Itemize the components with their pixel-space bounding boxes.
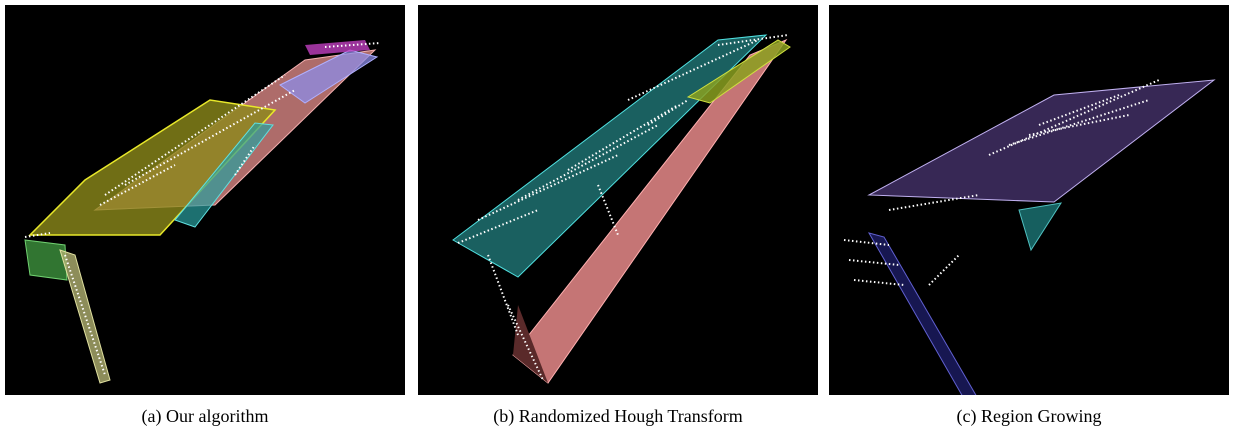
panel-caption: (c) Region Growing [829,406,1229,427]
panel-caption: (a) Our algorithm [5,406,405,427]
panel-caption: (b) Randomized Hough Transform [418,406,818,427]
panel-image [5,5,405,395]
figure: (a) Our algorithm (b) Randomized Hough T… [0,0,1233,435]
panel-image [829,5,1229,395]
panel-image [418,5,818,395]
